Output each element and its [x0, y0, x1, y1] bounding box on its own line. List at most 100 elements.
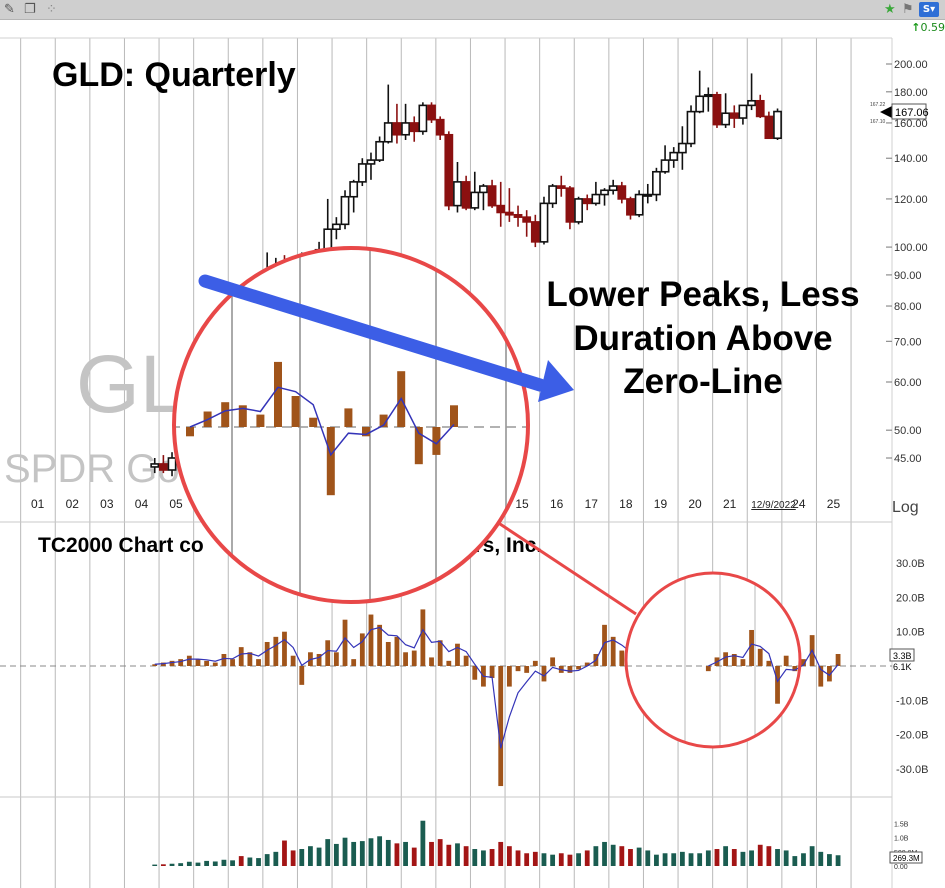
candle-body — [470, 191, 480, 209]
magnified-bar — [238, 405, 247, 427]
link-dots-icon[interactable]: ⁘ — [46, 2, 57, 17]
volume-bar — [377, 836, 383, 866]
volume-bar — [671, 853, 677, 866]
indicator-bar — [498, 666, 504, 787]
candle-body — [479, 185, 488, 194]
candle-body — [504, 211, 514, 216]
candle-body — [349, 181, 359, 198]
price-tick-label: 50.00 — [894, 425, 922, 437]
small-bar — [705, 666, 711, 672]
annotation-text: Lower Peaks, Less Duration Above Zero-Li… — [546, 275, 859, 401]
volume-bar — [567, 854, 573, 866]
up-arrow-icon: ↑ — [911, 21, 921, 34]
volume-bar — [411, 847, 417, 866]
candle-body — [392, 122, 402, 136]
indicator-bar — [506, 666, 512, 687]
volume-bar — [809, 846, 815, 866]
small-bar — [757, 648, 763, 666]
volume-bar — [835, 855, 841, 866]
candle-body — [755, 99, 765, 118]
indicator-bar — [403, 652, 408, 666]
indicator-bar — [394, 636, 400, 666]
star-icon[interactable]: ★ — [884, 2, 896, 17]
candle-body — [695, 95, 705, 113]
volume-bar — [472, 849, 478, 866]
volume-bar — [645, 850, 651, 866]
candle-body — [158, 463, 168, 471]
magnified-bar — [221, 402, 230, 427]
volume-bar — [541, 853, 547, 866]
indicator-bar — [186, 655, 192, 666]
magnified-bar — [414, 427, 423, 465]
volume-bar — [740, 851, 746, 866]
indicator-bar — [316, 653, 322, 666]
volume-bar — [290, 850, 296, 866]
indicator-bar — [437, 640, 443, 666]
indicator-bar — [368, 614, 374, 666]
ticker-change: ↑0.59 — [911, 21, 945, 34]
volume-bar — [714, 849, 720, 866]
candle-body — [574, 198, 583, 223]
volume-bar — [342, 837, 348, 866]
magnified-bar — [274, 361, 282, 427]
candle-body — [660, 159, 670, 173]
indicator-title-left: TC2000 Chart co — [38, 534, 204, 557]
indicator-tick-label: 20.0B — [896, 592, 925, 604]
volume-bar — [273, 851, 279, 866]
volume-bar — [256, 858, 261, 866]
indicator-tick-label: 10.0B — [896, 627, 925, 639]
volume-bar — [515, 850, 521, 866]
indicator-bar — [377, 624, 383, 666]
volume-bar — [558, 853, 564, 866]
flag-icon[interactable]: ⚑ — [902, 2, 914, 17]
annotation-line-3: Zero-Line — [623, 362, 782, 401]
magnified-bar — [186, 427, 194, 437]
volume-bar — [481, 850, 486, 866]
volume-value-tag: 269.3M — [889, 851, 923, 864]
volume-bar — [212, 861, 218, 866]
chart-title: GLD: Quarterly — [52, 56, 296, 94]
price-tick-label: 160.00 — [894, 118, 928, 130]
volume-bar — [359, 841, 365, 866]
volume-bar — [316, 847, 322, 866]
candle-body — [686, 110, 696, 145]
indicator-bar — [489, 666, 495, 679]
indicator-tick-label: -10.0B — [896, 695, 928, 707]
indicator-bar — [221, 653, 227, 666]
volume-bar — [221, 859, 227, 866]
indicator-bar — [256, 659, 261, 666]
volume-bar — [602, 841, 607, 866]
s-badge-button[interactable]: S▾ — [919, 2, 939, 17]
candle-body — [617, 185, 627, 200]
magnifier-circle — [172, 246, 637, 616]
indicator-bar — [835, 653, 841, 666]
volume-bar — [550, 854, 556, 866]
magnified-bar — [379, 414, 388, 427]
pencil-icon[interactable]: ✎ — [4, 2, 15, 17]
volume-bar — [584, 850, 590, 866]
x-tick-label: 24 — [792, 497, 806, 511]
volume-bar — [351, 841, 357, 866]
candle-body — [634, 193, 644, 216]
trend-arrow — [198, 274, 574, 402]
candle-body — [375, 140, 385, 161]
candle-body — [366, 159, 376, 165]
indicator-bar — [827, 666, 832, 682]
candle-body — [548, 185, 558, 205]
candle-body — [764, 115, 774, 140]
candle-body — [626, 198, 635, 216]
indicator-bar — [463, 655, 469, 666]
window-icon[interactable]: ❐ — [24, 2, 36, 17]
candle-body — [721, 112, 731, 126]
scale-mode-log[interactable]: Log — [892, 499, 919, 516]
indicator-bar — [342, 619, 348, 666]
indicator-bar — [429, 657, 434, 666]
indicator-bar — [204, 660, 210, 666]
magnified-bar — [450, 405, 458, 427]
volume-bar — [385, 839, 391, 866]
indicator-bar — [610, 636, 616, 666]
x-tick-label: 21 — [723, 497, 737, 511]
price-axis: 200.00 180.00 160.00 140.00 120.00 100.00 90.0… — [886, 59, 928, 465]
volume-tick-label: 0.00 — [894, 864, 908, 871]
indicator-bar — [455, 643, 460, 666]
